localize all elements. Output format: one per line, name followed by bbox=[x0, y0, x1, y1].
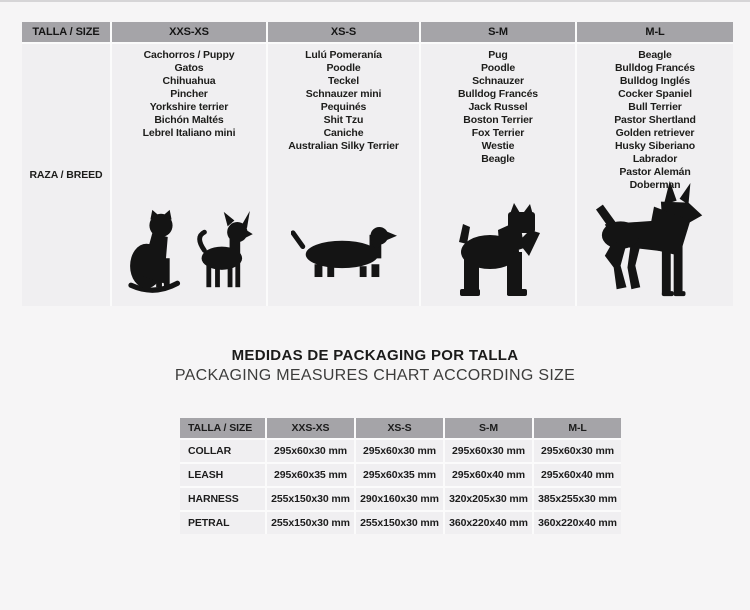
breed-list-xs-s: Lulú Pomeranía Poodle Teckel Schnauzer m… bbox=[288, 49, 399, 152]
doberman-silhouette bbox=[595, 181, 703, 297]
pack-cell-leash-xs-s: 295x60x35 mm bbox=[356, 464, 443, 486]
packaging-title: MEDIDAS DE PACKAGING POR TALLA bbox=[231, 347, 519, 364]
breed-list-s-m: Pug Poodle Schnauzer Bulldog Francés Jac… bbox=[457, 49, 538, 165]
pack-cell-harness-s-m: 320x205x30 mm bbox=[445, 488, 532, 510]
pack-row-collar-label: COLLAR bbox=[180, 440, 265, 462]
breed-list-m-l: Beagle Bulldog Francés Bulldog Inglés Co… bbox=[614, 49, 696, 191]
pack-row-petral-label: PETRAL bbox=[180, 512, 265, 534]
packaging-measures-table: TALLA / SIZE XXS-XS XS-S S-M M-L COLLAR … bbox=[180, 418, 621, 534]
pack-cell-collar-m-l: 295x60x30 mm bbox=[534, 440, 621, 462]
schnauzer-silhouette bbox=[459, 203, 540, 296]
pack-cell-petral-xs-s: 255x150x30 mm bbox=[356, 512, 443, 534]
cat-silhouette bbox=[128, 209, 181, 293]
pack-header-m-l: M-L bbox=[534, 418, 621, 438]
pack-header-s-m: S-M bbox=[445, 418, 532, 438]
pack-cell-petral-s-m: 360x220x40 mm bbox=[445, 512, 532, 534]
breed-cell-xs-s: Lulú Pomeranía Poodle Teckel Schnauzer m… bbox=[268, 44, 419, 306]
pack-cell-harness-xxs-xs: 255x150x30 mm bbox=[267, 488, 354, 510]
breed-cell-s-m: Pug Poodle Schnauzer Bulldog Francés Jac… bbox=[421, 44, 575, 306]
size-column-header-s-m: S-M bbox=[421, 22, 575, 42]
breed-cell-xxs-xs: Cachorros / Puppy Gatos Chihuahua Pinche… bbox=[112, 44, 266, 306]
pack-cell-collar-s-m: 295x60x30 mm bbox=[445, 440, 532, 462]
pack-header-talla-size: TALLA / SIZE bbox=[180, 418, 265, 438]
chihuahua-silhouette bbox=[197, 210, 253, 288]
pack-row-leash-label: LEASH bbox=[180, 464, 265, 486]
breed-row-label: RAZA / BREED bbox=[22, 44, 110, 306]
pack-cell-harness-m-l: 385x255x30 mm bbox=[534, 488, 621, 510]
size-column-header-xxs-xs: XXS-XS bbox=[112, 22, 266, 42]
pack-cell-harness-xs-s: 290x160x30 mm bbox=[356, 488, 443, 510]
size-column-header-xs-s: XS-S bbox=[268, 22, 419, 42]
pack-header-xs-s: XS-S bbox=[356, 418, 443, 438]
pack-cell-leash-m-l: 295x60x40 mm bbox=[534, 464, 621, 486]
pack-cell-collar-xs-s: 295x60x30 mm bbox=[356, 440, 443, 462]
dachshund-silhouette bbox=[290, 226, 397, 278]
breed-cell-m-l: Beagle Bulldog Francés Bulldog Inglés Co… bbox=[577, 44, 733, 306]
pack-row-harness-label: HARNESS bbox=[180, 488, 265, 510]
breed-list-xxs-xs: Cachorros / Puppy Gatos Chihuahua Pinche… bbox=[142, 49, 236, 139]
packaging-subtitle: PACKAGING MEASURES CHART ACCORDING SIZE bbox=[174, 367, 576, 384]
pack-cell-leash-s-m: 295x60x40 mm bbox=[445, 464, 532, 486]
breed-size-table: TALLA / SIZE XXS-XS XS-S S-M M-L RAZA / … bbox=[22, 22, 733, 306]
pack-header-xxs-xs: XXS-XS bbox=[267, 418, 354, 438]
pack-cell-petral-xxs-xs: 255x150x30 mm bbox=[267, 512, 354, 534]
pack-cell-collar-xxs-xs: 295x60x30 mm bbox=[267, 440, 354, 462]
size-table-corner-header: TALLA / SIZE bbox=[22, 22, 110, 42]
size-column-header-m-l: M-L bbox=[577, 22, 733, 42]
top-border-line bbox=[0, 0, 750, 2]
pack-cell-petral-m-l: 360x220x40 mm bbox=[534, 512, 621, 534]
cat-and-chihuahua-silhouette bbox=[128, 209, 253, 293]
pack-cell-leash-xxs-xs: 295x60x35 mm bbox=[267, 464, 354, 486]
